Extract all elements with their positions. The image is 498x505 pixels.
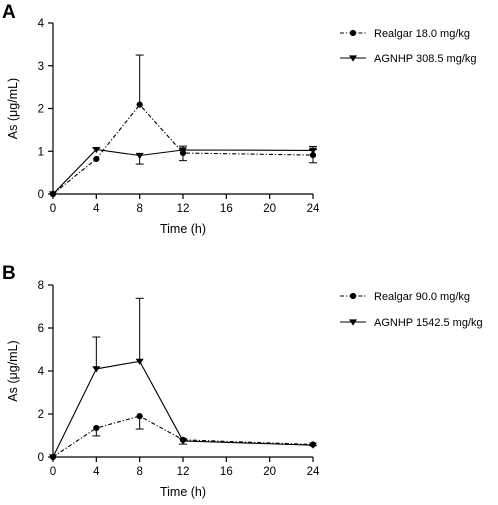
panel-0-x-tick-label: 8 <box>136 203 142 215</box>
panel-0-series-1-point <box>309 147 317 154</box>
panel-1-x-tick-label: 4 <box>93 466 100 478</box>
panel-0-y-tick-label: 0 <box>38 189 44 201</box>
panel-1-legend-label-1: AGNHP 1542.5 mg/kg <box>374 317 483 329</box>
panel-0-series-0-point <box>136 101 143 108</box>
panel-0-x-tick-label: 12 <box>177 203 190 215</box>
panel-0-series-1-point <box>179 147 187 154</box>
panel-0-x-tick-label: 20 <box>263 203 276 215</box>
panel-1-series-1-point <box>49 454 57 461</box>
panel-0-series-0-point <box>309 151 317 159</box>
panel-1-legend-marker-0 <box>349 292 357 300</box>
panel-1-x-tick-label: 0 <box>50 466 56 478</box>
panel-0-x-tick-label: 16 <box>220 203 233 215</box>
panel-0-y-tick-label: 4 <box>38 18 45 30</box>
panel-1-series-0-point <box>93 424 100 432</box>
panel-0-series-0-point <box>93 155 100 163</box>
panel-0-y-axis-label: As (μg/mL) <box>6 78 20 139</box>
panel-1-y-tick-label: 8 <box>38 280 44 292</box>
panel-0-y-tick-label: 1 <box>38 146 44 158</box>
panel-1-x-tick-label: 20 <box>263 466 276 478</box>
panel-1-legend-marker-1 <box>349 319 357 326</box>
panel-1-x-tick-label: 12 <box>177 466 190 478</box>
panel-0-y-tick-label: 3 <box>38 61 44 73</box>
panel-1-y-tick-label: 4 <box>38 366 45 378</box>
panel-0-x-tick-label: 0 <box>50 203 56 215</box>
panel-1-x-axis-label: Time (h) <box>160 485 206 499</box>
panel-0-legend-label-1: AGNHP 308.5 mg/kg <box>374 53 477 65</box>
panel-1-legend-label-0: Realgar 90.0 mg/kg <box>374 291 470 303</box>
panel-letter-a: A <box>2 2 16 23</box>
panel-0-series-1-point <box>135 152 144 160</box>
panel-0-x-axis-label: Time (h) <box>160 222 206 236</box>
panel-0-x-tick-label: 24 <box>307 203 320 215</box>
panel-1-series-1-point <box>179 438 187 445</box>
panel-1-series-1-point <box>92 366 101 373</box>
panel-0-legend-marker-1 <box>349 55 357 62</box>
panel-0-series-0-line <box>52 103 314 195</box>
panel-0-x-tick-label: 4 <box>93 203 100 215</box>
panel-1-y-axis-label: As (μg/mL) <box>6 340 20 401</box>
panel-1-y-tick-label: 0 <box>38 452 44 464</box>
panel-1-y-tick-label: 2 <box>38 409 44 421</box>
panel-1-y-tick-label: 6 <box>38 323 44 335</box>
panel-1-series-0-line <box>52 415 314 458</box>
panel-1-series-1-point <box>135 358 144 365</box>
panel-0-y-tick-label: 2 <box>38 104 44 116</box>
panel-0-legend-marker-0 <box>349 29 357 37</box>
panel-1-series-1-point <box>309 442 317 449</box>
panel-letter-b: B <box>2 263 16 284</box>
panel-0-legend-label-0: Realgar 18.0 mg/kg <box>374 28 470 40</box>
panel-1-x-tick-label: 16 <box>220 466 233 478</box>
panel-1-x-tick-label: 24 <box>307 466 320 478</box>
panel-0-series-1-point <box>49 191 57 198</box>
panel-1-series-0-point <box>136 413 143 420</box>
panel-1-x-tick-label: 8 <box>136 466 142 478</box>
panel-0-series-1-point <box>92 146 101 154</box>
